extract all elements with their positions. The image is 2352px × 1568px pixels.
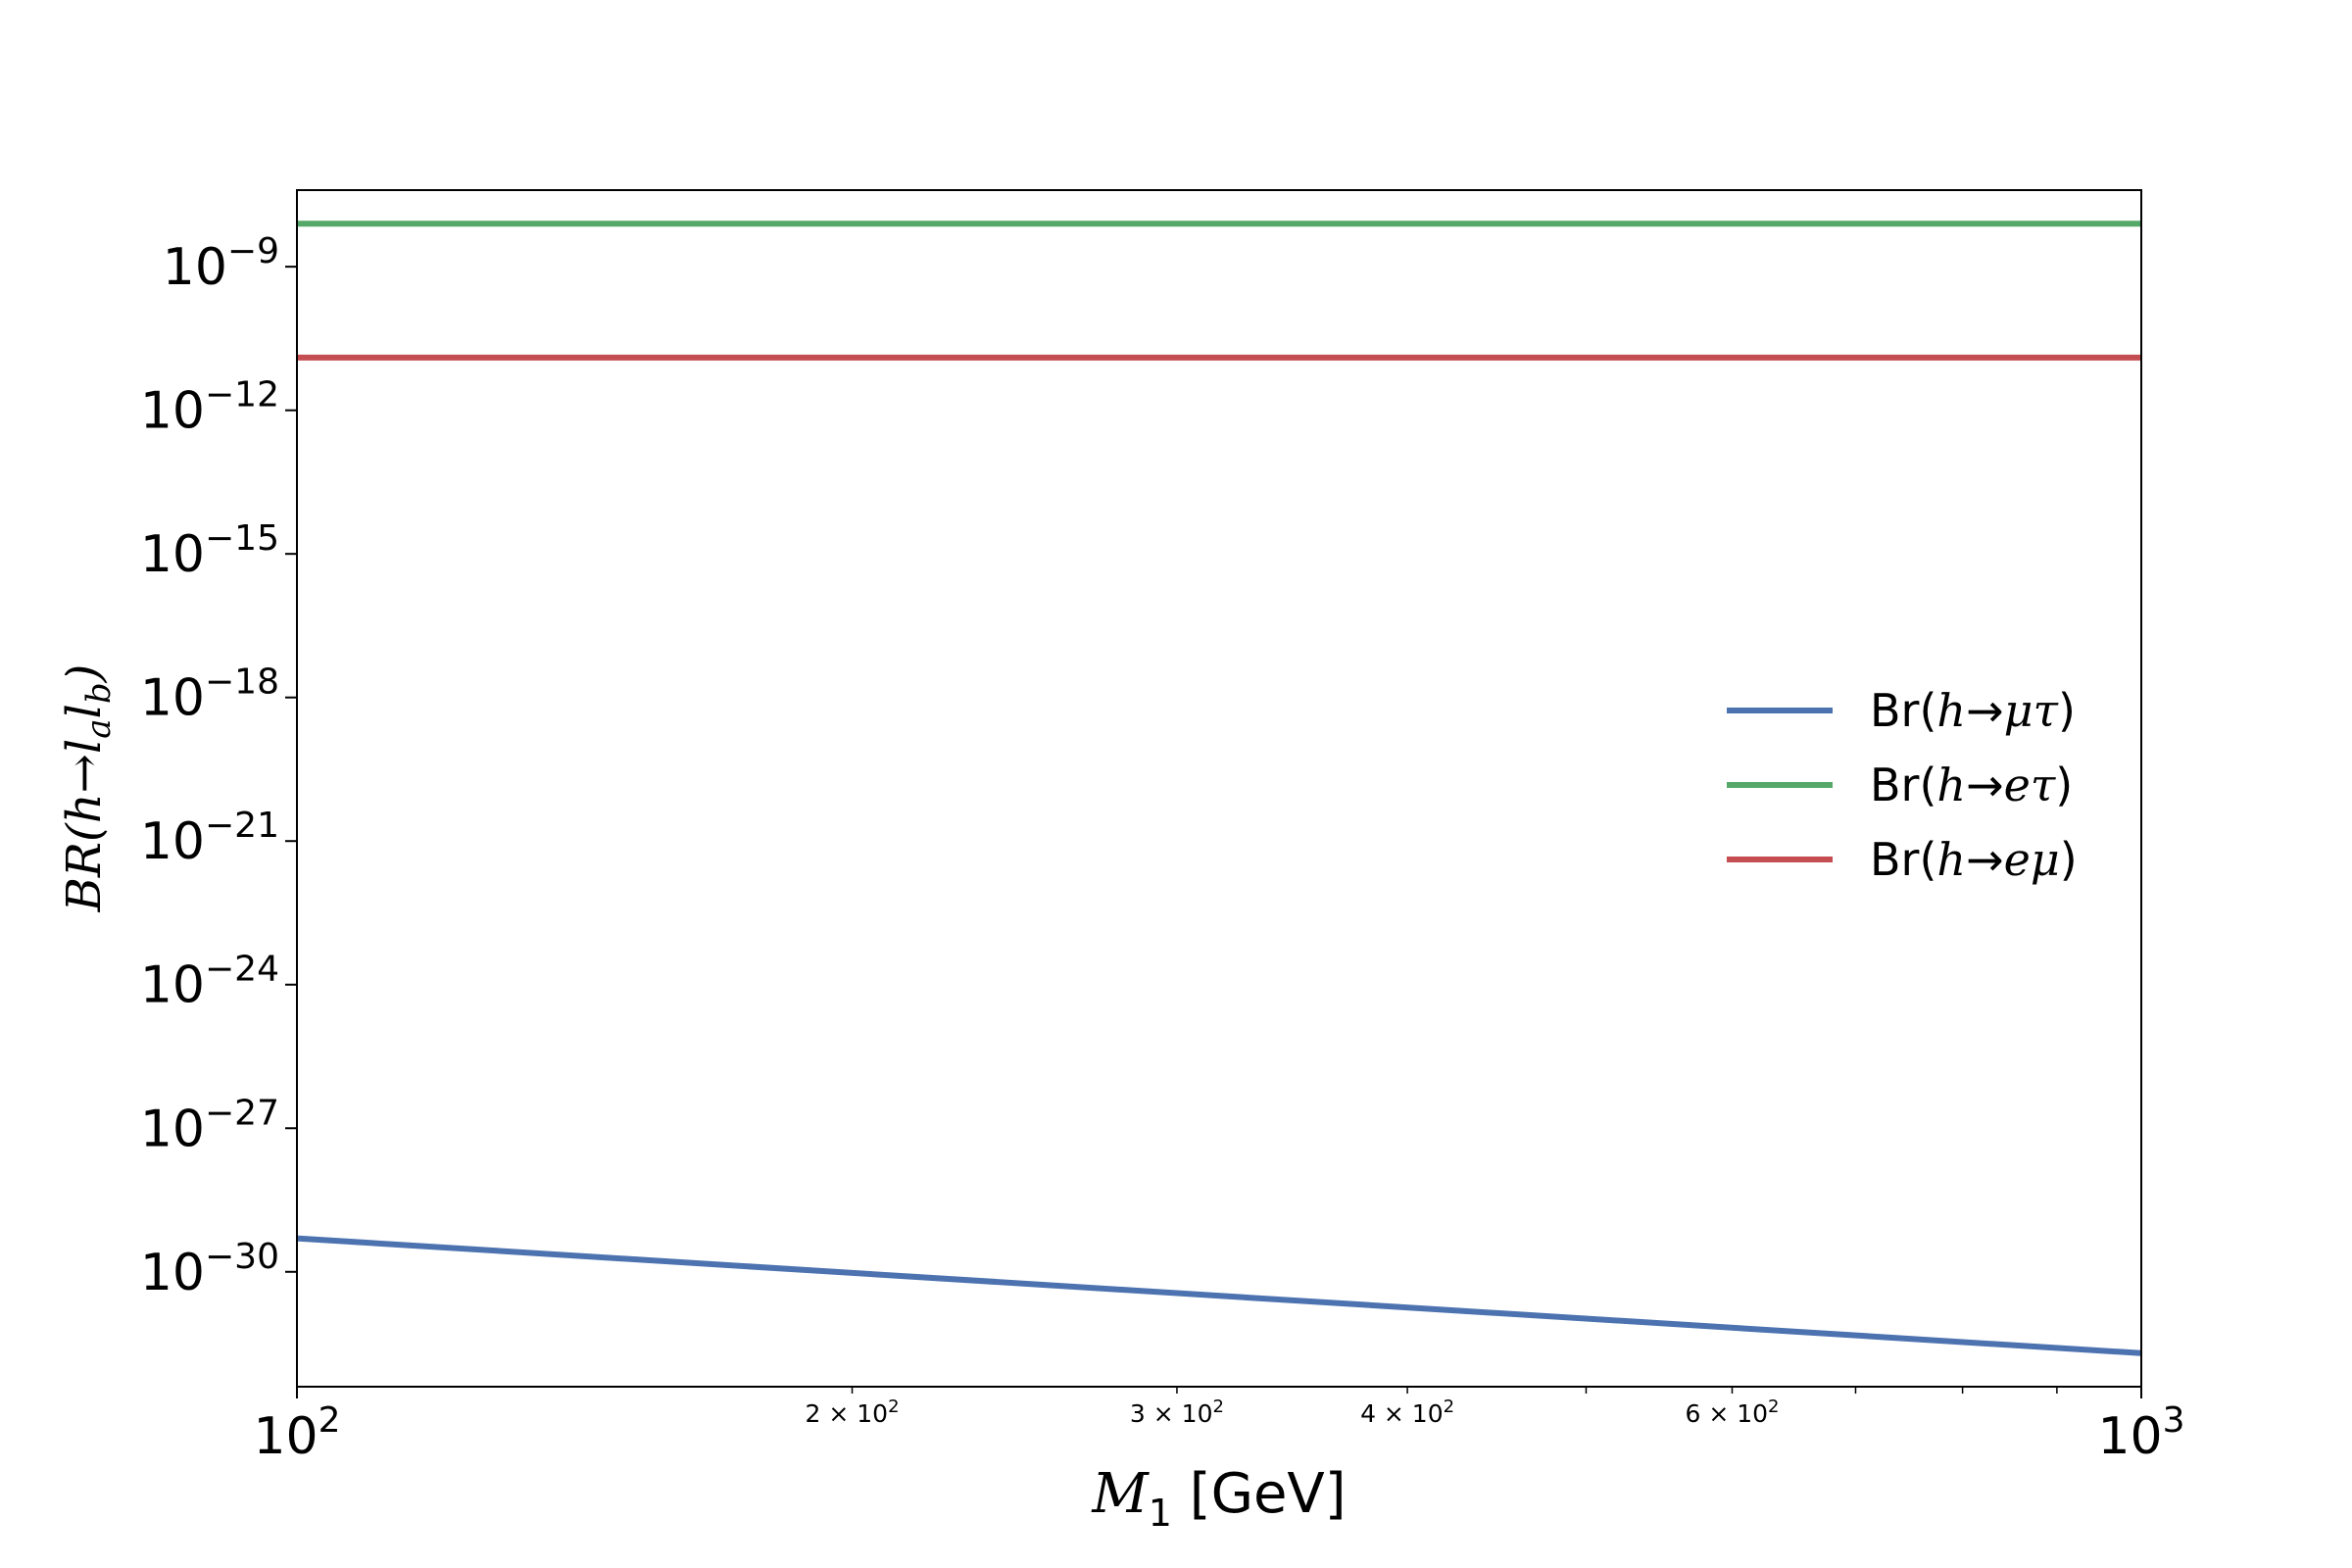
y-tick-label: 10−18 [140,662,279,728]
y-tick-label: 10−27 [140,1093,279,1158]
y-axis-ticks: 10−9 10−12 10−15 10−18 10−21 10−24 10−27 10−30 [140,231,297,1302]
legend-label-1: Br(h→eτ) [1870,759,2073,811]
series-layer [296,220,2142,1356]
x-minor-tick-label: 2 × 102 [806,1396,900,1428]
x-tick-label: 102 [253,1400,340,1466]
legend-label-0: Br(h→μτ) [1870,684,2076,737]
x-tick-label: 103 [2097,1400,2184,1466]
x-axis-ticks: 102 103 2 × 102 3 × 102 4 × 102 6 × 102 [253,1387,2185,1466]
x-minor-tick-label: 3 × 102 [1130,1396,1224,1428]
x-minor-tick-label: 4 × 102 [1360,1396,1454,1428]
legend: Br(h→μτ) Br(h→eτ) Br(h→eμ) [1727,684,2078,886]
legend-label-2: Br(h→eμ) [1870,833,2078,886]
y-tick-label: 10−15 [140,518,279,584]
y-tick-label: 10−30 [140,1237,279,1302]
plot-frame [296,189,2142,1388]
x-axis-title: M1 [GeV] [1091,1462,1346,1535]
series-line-0 [296,1235,2142,1356]
x-minor-tick-label: 6 × 102 [1685,1396,1779,1428]
y-tick-label: 10−12 [140,375,279,441]
y-axis-title: BR(h→lalb) [57,664,119,913]
y-tick-label: 10−9 [163,231,279,297]
y-tick-label: 10−21 [140,806,279,871]
y-tick-label: 10−24 [140,950,279,1015]
svg-text:BR(h→lalb): BR(h→lalb) [57,664,119,913]
